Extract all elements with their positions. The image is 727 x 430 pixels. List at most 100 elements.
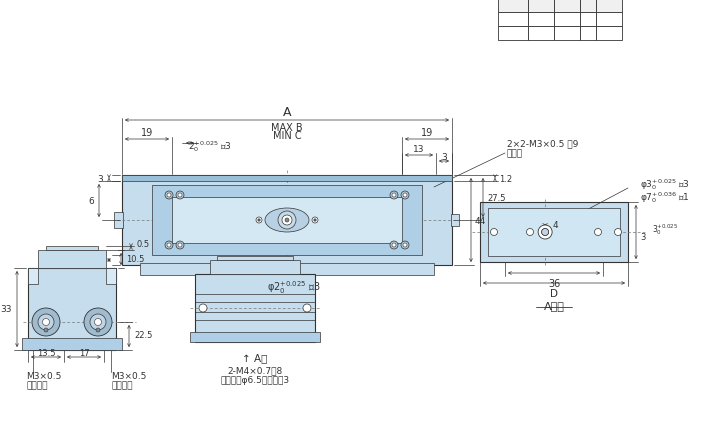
Circle shape bbox=[42, 319, 49, 326]
Text: 型式: 型式 bbox=[507, 1, 518, 10]
Circle shape bbox=[176, 191, 184, 200]
Text: 27.5: 27.5 bbox=[487, 194, 505, 203]
Circle shape bbox=[403, 243, 407, 247]
Circle shape bbox=[176, 241, 184, 249]
Text: M3×0.5: M3×0.5 bbox=[26, 372, 61, 381]
Text: 3: 3 bbox=[97, 174, 103, 183]
Bar bbox=[498, 0, 528, 13]
Text: 0.5: 0.5 bbox=[136, 240, 149, 249]
Text: 13.5: 13.5 bbox=[37, 349, 55, 358]
Text: MAX B: MAX B bbox=[271, 123, 303, 133]
Text: 裏面よりφ6.5ザグリ深3: 裏面よりφ6.5ザグリ深3 bbox=[220, 376, 289, 384]
Bar bbox=[528, 13, 554, 27]
Circle shape bbox=[401, 191, 409, 200]
Circle shape bbox=[285, 218, 289, 222]
Bar bbox=[28, 268, 38, 284]
Circle shape bbox=[96, 328, 100, 332]
Bar bbox=[106, 268, 116, 284]
Text: 取付穴: 取付穴 bbox=[507, 149, 523, 158]
Circle shape bbox=[44, 328, 48, 332]
Circle shape bbox=[178, 194, 182, 197]
Text: 4: 4 bbox=[553, 220, 558, 229]
Text: 36: 36 bbox=[548, 278, 560, 289]
Bar bbox=[122, 175, 452, 265]
Text: 2: 2 bbox=[585, 15, 591, 25]
Text: 2-M4×0.7深8: 2-M4×0.7深8 bbox=[228, 366, 283, 375]
Circle shape bbox=[392, 194, 396, 197]
Bar bbox=[580, 0, 596, 13]
Text: 22.5: 22.5 bbox=[134, 330, 153, 339]
Text: B: B bbox=[564, 1, 570, 10]
Bar bbox=[580, 27, 596, 41]
Ellipse shape bbox=[265, 209, 309, 233]
Text: 90: 90 bbox=[603, 29, 615, 38]
Bar bbox=[190, 332, 320, 342]
Text: 17: 17 bbox=[79, 349, 89, 358]
Circle shape bbox=[256, 218, 262, 224]
Circle shape bbox=[390, 241, 398, 249]
Text: L1: L1 bbox=[507, 29, 518, 38]
Circle shape bbox=[167, 243, 171, 247]
Bar bbox=[498, 13, 528, 27]
Bar bbox=[38, 250, 106, 268]
Circle shape bbox=[312, 218, 318, 224]
Bar bbox=[122, 175, 452, 181]
Text: M3×0.5: M3×0.5 bbox=[111, 372, 146, 381]
Bar bbox=[28, 268, 116, 350]
Circle shape bbox=[303, 304, 311, 312]
Circle shape bbox=[595, 229, 601, 236]
Bar bbox=[554, 0, 580, 13]
Text: 13: 13 bbox=[413, 145, 425, 154]
Text: 32: 32 bbox=[561, 15, 573, 25]
Text: 33: 33 bbox=[1, 305, 12, 314]
Bar bbox=[528, 0, 554, 13]
Bar bbox=[528, 27, 554, 41]
Text: A: A bbox=[538, 1, 544, 10]
Text: MIN C: MIN C bbox=[273, 131, 301, 141]
Circle shape bbox=[392, 243, 396, 247]
Text: 78: 78 bbox=[535, 15, 547, 25]
Text: 3: 3 bbox=[97, 256, 103, 265]
Circle shape bbox=[38, 314, 54, 330]
Text: 閉ポート: 閉ポート bbox=[26, 381, 47, 390]
Bar bbox=[498, 27, 528, 41]
Bar bbox=[195, 274, 315, 342]
Text: C: C bbox=[585, 1, 591, 10]
Text: 6: 6 bbox=[88, 197, 94, 206]
Bar bbox=[172, 197, 402, 243]
Text: 10.5: 10.5 bbox=[126, 255, 145, 264]
Circle shape bbox=[165, 191, 173, 200]
Circle shape bbox=[32, 308, 60, 336]
Bar bbox=[140, 264, 434, 275]
Circle shape bbox=[90, 314, 106, 330]
Text: D: D bbox=[550, 289, 558, 298]
Circle shape bbox=[526, 229, 534, 236]
Circle shape bbox=[167, 194, 171, 197]
Circle shape bbox=[538, 225, 552, 240]
Bar bbox=[596, 27, 622, 41]
Bar bbox=[210, 261, 300, 274]
Bar bbox=[596, 0, 622, 13]
Circle shape bbox=[542, 229, 549, 236]
Bar bbox=[22, 338, 122, 350]
Circle shape bbox=[282, 215, 292, 225]
Circle shape bbox=[165, 241, 173, 249]
Circle shape bbox=[491, 229, 497, 236]
Bar bbox=[217, 256, 293, 261]
Text: 3: 3 bbox=[640, 233, 646, 242]
Text: 19: 19 bbox=[141, 128, 153, 138]
Text: A: A bbox=[283, 106, 292, 119]
Circle shape bbox=[258, 219, 260, 222]
Bar bbox=[554, 13, 580, 27]
Text: 3$^{+0.025}_{0}$: 3$^{+0.025}_{0}$ bbox=[652, 222, 678, 237]
Text: 標準: 標準 bbox=[507, 15, 518, 25]
Circle shape bbox=[390, 191, 398, 200]
Text: 2: 2 bbox=[585, 29, 591, 38]
Circle shape bbox=[542, 229, 549, 236]
Text: φ2$^{+0.025}_{0}$ 深3: φ2$^{+0.025}_{0}$ 深3 bbox=[267, 279, 321, 296]
Bar bbox=[488, 209, 620, 256]
Bar bbox=[114, 212, 123, 228]
Text: 2$^{+0.025}_{0}$ 深3: 2$^{+0.025}_{0}$ 深3 bbox=[188, 139, 232, 154]
Bar bbox=[451, 215, 459, 227]
Text: 123: 123 bbox=[532, 29, 550, 38]
